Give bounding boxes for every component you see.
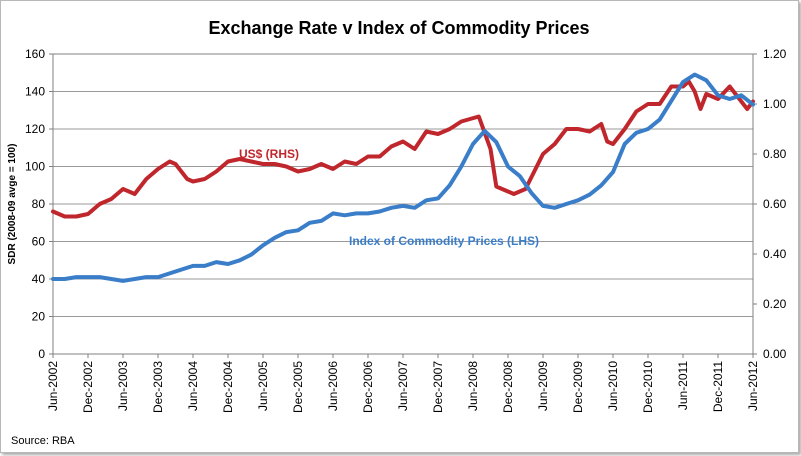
tick-label-left: 60 xyxy=(32,235,46,249)
tick-label-right: 1.20 xyxy=(763,47,787,61)
tick-label-left: 100 xyxy=(25,160,45,174)
tick-label-x: Jun-2011 xyxy=(676,361,690,410)
tick-label-right: 0.40 xyxy=(763,247,787,261)
tick-label-left: 20 xyxy=(32,310,46,324)
tick-label-x: Dec-2002 xyxy=(81,361,95,413)
tick-label-x: Dec-2004 xyxy=(221,361,235,413)
tick-label-x: Dec-2006 xyxy=(361,361,375,413)
tick-label-x: Dec-2008 xyxy=(501,361,515,413)
chart-title: Exchange Rate v Index of Commodity Price… xyxy=(208,18,589,38)
tick-label-x: Jun-2006 xyxy=(326,361,340,411)
tick-label-x: Dec-2011 xyxy=(711,361,725,412)
tick-label-right: 0.20 xyxy=(763,297,787,311)
tick-label-x: Dec-2003 xyxy=(151,361,165,413)
series-line-commodity-index xyxy=(51,72,755,283)
tick-label-x: Jun-2012 xyxy=(746,361,760,411)
tick-label-x: Jun-2008 xyxy=(466,361,480,411)
tick-label-left: 120 xyxy=(25,122,45,136)
tick-label-x: Dec-2010 xyxy=(641,361,655,413)
y-axis-label-left: SDR (2008-09 avge = 100) xyxy=(7,144,18,265)
tick-label-right: 0.80 xyxy=(763,147,787,161)
tick-label-left: 140 xyxy=(25,85,45,99)
tick-label-x: Jun-2003 xyxy=(116,361,130,411)
tick-label-x: Dec-2005 xyxy=(291,361,305,413)
tick-label-x: Jun-2007 xyxy=(396,361,410,411)
source-note: Source: RBA xyxy=(11,435,75,447)
annotation-commodity-index-lhs: Index of Commodity Prices (LHS) xyxy=(349,234,539,248)
tick-label-left: 160 xyxy=(25,47,45,61)
tick-label-left: 40 xyxy=(32,272,46,286)
tick-label-x: Dec-2009 xyxy=(571,361,585,413)
gridlines xyxy=(53,53,753,317)
tick-label-x: Jun-2010 xyxy=(606,361,620,411)
tick-label-right: 0.00 xyxy=(763,347,787,361)
annotation-usd-rhs: US$ (RHS) xyxy=(239,147,299,161)
tick-label-x: Jun-2002 xyxy=(46,361,60,411)
x-axis-ticks: Jun-2002 Dec-2002 Jun-2003 Dec-2003 Jun-2004… xyxy=(46,354,760,413)
right-axis-ticks: 0.00 0.20 0.40 0.60 0.80 1.00 1.20 xyxy=(753,47,787,361)
left-axis-ticks: 0 20 40 60 80 100 120 140 160 xyxy=(25,47,53,361)
tick-label-right: 1.00 xyxy=(763,97,787,111)
tick-label-left: 80 xyxy=(32,197,46,211)
tick-label-right: 0.60 xyxy=(763,197,787,211)
tick-label-x: Jun-2009 xyxy=(536,361,550,411)
tick-label-left: 0 xyxy=(38,347,45,361)
tick-label-x: Jun-2004 xyxy=(186,361,200,411)
series-line-usd xyxy=(51,79,755,219)
tick-label-x: Dec-2007 xyxy=(431,361,445,413)
tick-label-x: Jun-2005 xyxy=(256,361,270,411)
series-lines xyxy=(51,72,755,283)
